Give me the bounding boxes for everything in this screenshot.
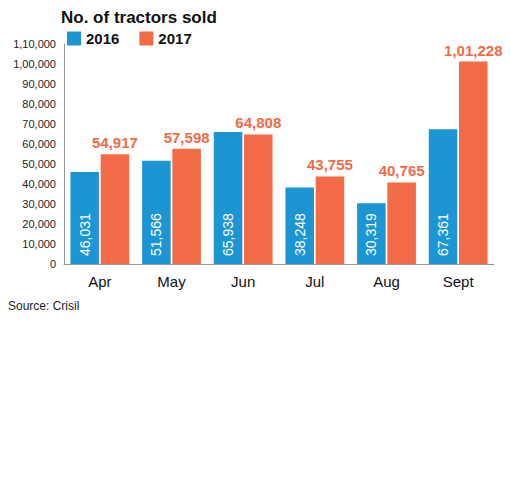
svg-text:0: 0 bbox=[50, 258, 56, 270]
svg-text:2016: 2016 bbox=[86, 30, 119, 47]
svg-text:90,000: 90,000 bbox=[22, 78, 56, 90]
svg-text:May: May bbox=[157, 273, 186, 290]
svg-text:38,248: 38,248 bbox=[292, 213, 308, 256]
svg-text:1,00,000: 1,00,000 bbox=[13, 58, 56, 70]
svg-text:30,000: 30,000 bbox=[22, 198, 56, 210]
svg-text:1,10,000: 1,10,000 bbox=[13, 38, 56, 50]
svg-text:30,319: 30,319 bbox=[363, 213, 379, 256]
svg-text:Sept: Sept bbox=[443, 273, 475, 290]
svg-text:Aug: Aug bbox=[373, 273, 400, 290]
svg-text:57,598: 57,598 bbox=[164, 129, 210, 146]
svg-text:70,000: 70,000 bbox=[22, 118, 56, 130]
svg-text:51,566: 51,566 bbox=[148, 213, 164, 256]
svg-text:No. of tractors sold: No. of tractors sold bbox=[61, 8, 217, 27]
svg-text:Jul: Jul bbox=[305, 273, 324, 290]
svg-text:50,000: 50,000 bbox=[22, 158, 56, 170]
svg-text:80,000: 80,000 bbox=[22, 98, 56, 110]
svg-text:10,000: 10,000 bbox=[22, 238, 56, 250]
svg-text:20,000: 20,000 bbox=[22, 218, 56, 230]
svg-text:54,917: 54,917 bbox=[92, 134, 138, 151]
svg-text:Apr: Apr bbox=[88, 273, 111, 290]
svg-text:64,808: 64,808 bbox=[235, 114, 281, 131]
svg-text:Source: Crisil: Source: Crisil bbox=[8, 299, 79, 313]
svg-text:40,765: 40,765 bbox=[379, 162, 425, 179]
svg-text:43,755: 43,755 bbox=[307, 156, 353, 173]
svg-text:67,361: 67,361 bbox=[435, 213, 451, 256]
svg-text:60,000: 60,000 bbox=[22, 138, 56, 150]
svg-text:1,01,228: 1,01,228 bbox=[444, 42, 502, 59]
svg-text:2017: 2017 bbox=[158, 30, 191, 47]
svg-text:Jun: Jun bbox=[231, 273, 255, 290]
svg-text:40,000: 40,000 bbox=[22, 178, 56, 190]
svg-text:65,938: 65,938 bbox=[220, 213, 236, 256]
svg-text:46,031: 46,031 bbox=[77, 213, 93, 256]
